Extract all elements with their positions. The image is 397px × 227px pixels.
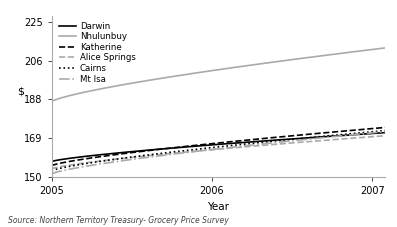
X-axis label: Year: Year [207,202,229,212]
Legend: Darwin, Nhulunbuy, Katherine, Alice Springs, Cairns, Mt Isa: Darwin, Nhulunbuy, Katherine, Alice Spri… [59,22,136,84]
Y-axis label: $: $ [17,86,25,96]
Text: Source: Northern Territory Treasury- Grocery Price Survey: Source: Northern Territory Treasury- Gro… [8,216,229,225]
